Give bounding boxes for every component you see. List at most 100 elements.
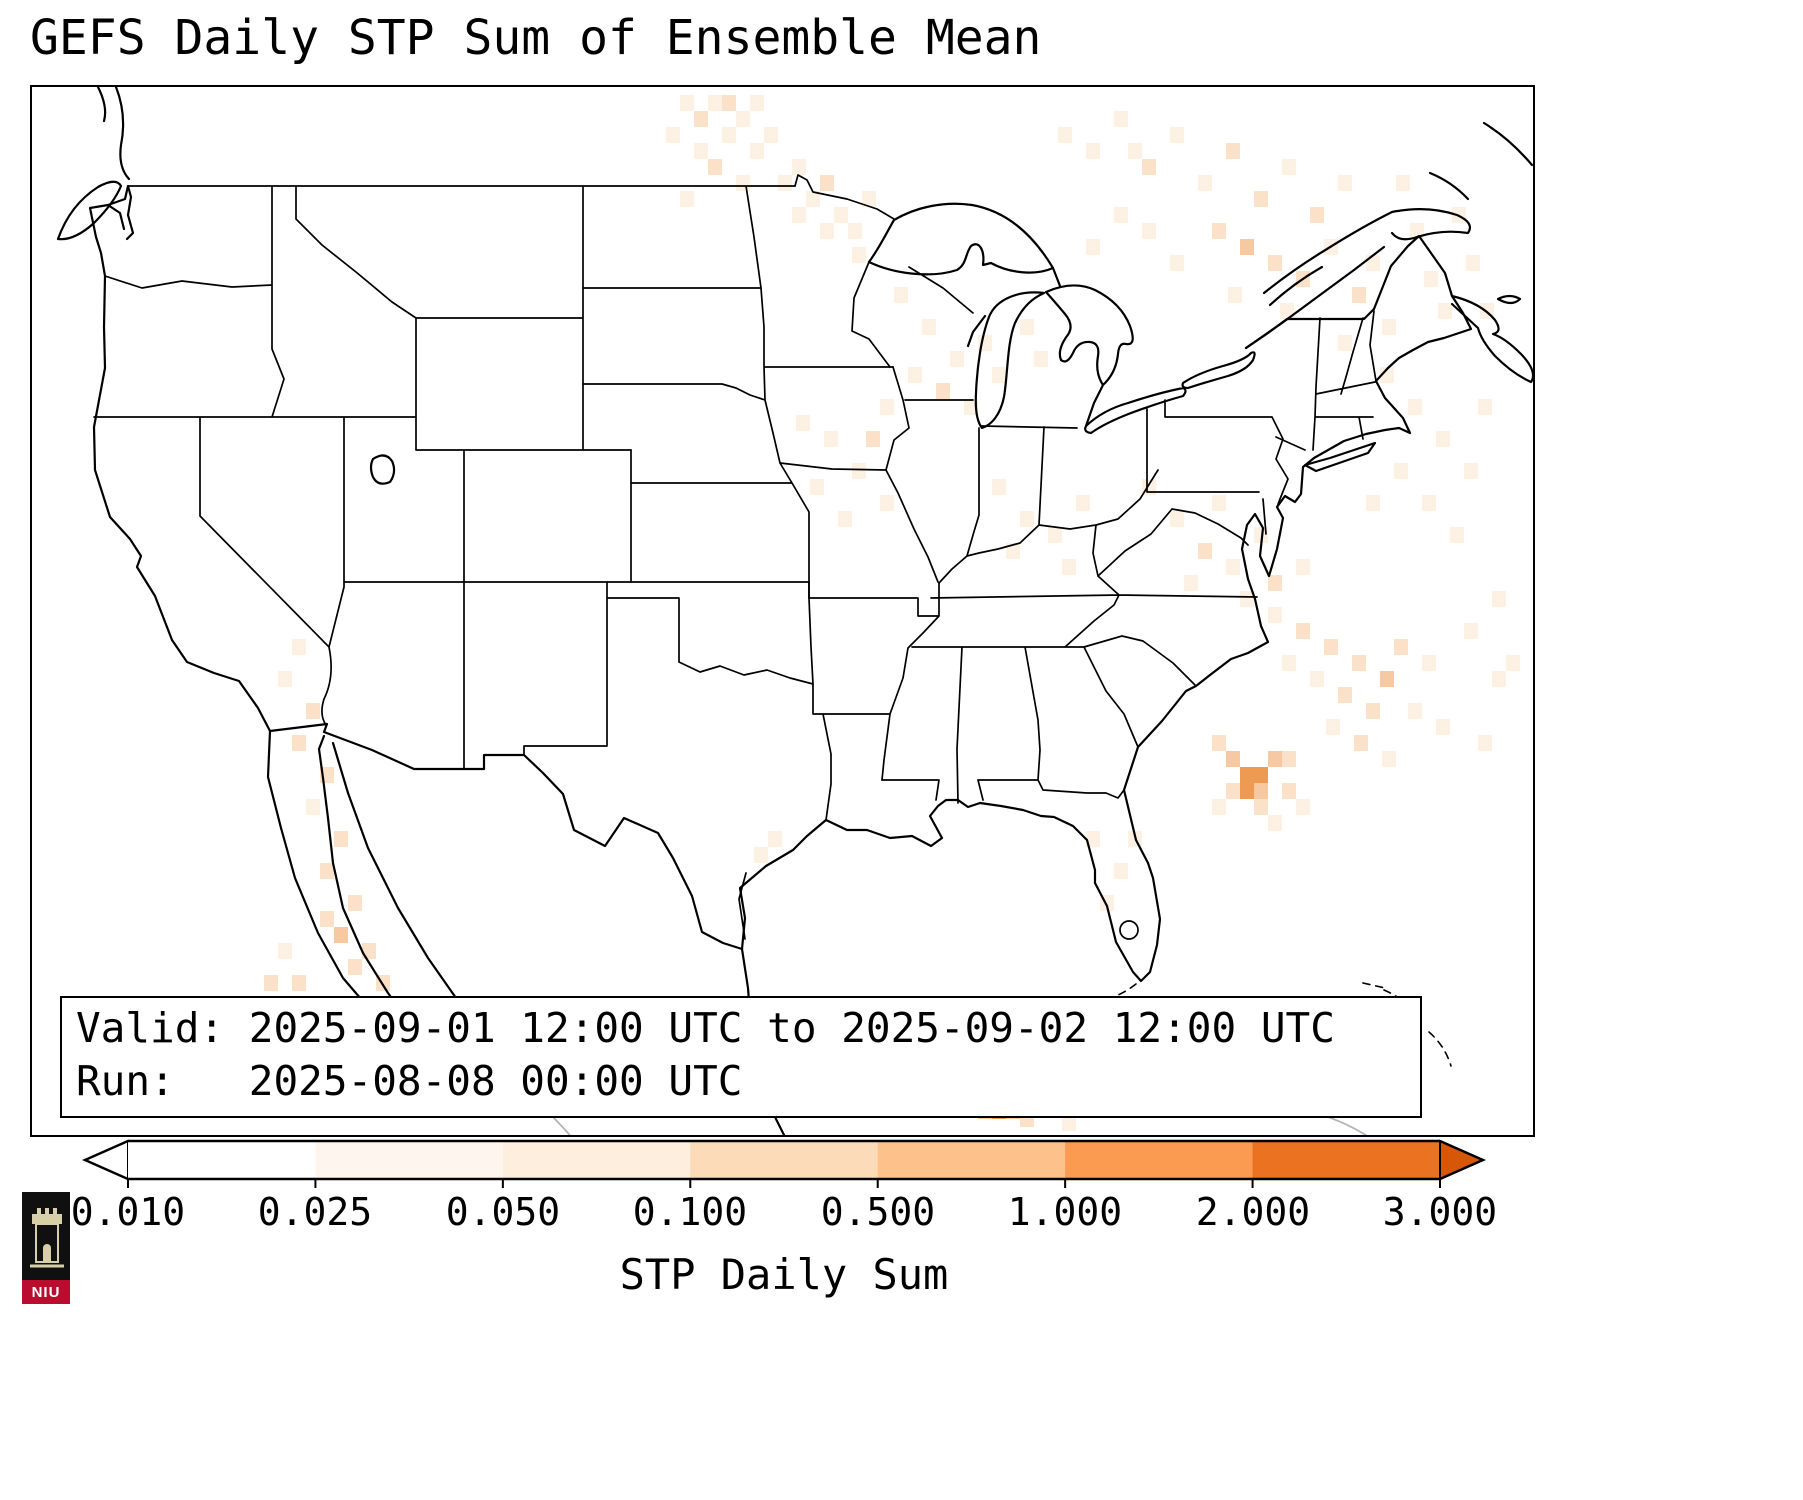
stp-grid-cell xyxy=(320,911,334,927)
stp-grid-cell xyxy=(1354,735,1368,751)
stp-grid-cell xyxy=(778,175,792,191)
stp-grid-cell xyxy=(1310,671,1324,687)
state-borders-southeast xyxy=(911,469,1258,804)
stp-grid-cell xyxy=(1128,143,1142,159)
stp-grid-cell xyxy=(1268,575,1282,591)
stp-grid-cell xyxy=(1408,399,1422,415)
map-panel: Valid: 2025-09-01 12:00 UTC to 2025-09-0… xyxy=(30,85,1535,1137)
stp-grid-cell xyxy=(736,111,750,127)
stp-grid-cell xyxy=(1466,255,1480,271)
stp-grid-cell xyxy=(1240,783,1254,799)
stp-grid-cell xyxy=(1034,351,1048,367)
stp-grid-cell xyxy=(1282,783,1296,799)
colorbar-segments xyxy=(128,1141,1441,1179)
stp-grid-cell xyxy=(1382,319,1396,335)
stp-grid-cell xyxy=(1062,559,1076,575)
stp-grid-cell xyxy=(1212,223,1226,239)
stp-grid-cell xyxy=(306,703,320,719)
stp-grid-cell xyxy=(1282,655,1296,671)
colorbar-tick-label: 1.000 xyxy=(1008,1190,1122,1234)
stp-grid-cell xyxy=(1240,591,1254,607)
colorbar-tick-label: 0.050 xyxy=(446,1190,560,1234)
colorbar-segment xyxy=(315,1141,504,1179)
stp-grid-cell xyxy=(964,399,978,415)
stp-grid-cell xyxy=(1114,207,1128,223)
colorbar-under-arrow xyxy=(82,1139,129,1181)
valid-value: 2025-09-01 12:00 UTC to 2025-09-02 12:00… xyxy=(248,1004,1335,1052)
colorbar: 0.010 0.025 0.050 0.100 0.500 1.000 2.00… xyxy=(71,1139,1497,1299)
stp-grid-cell xyxy=(1478,399,1492,415)
canada-west-coastline xyxy=(56,87,131,241)
stp-grid-cell xyxy=(1226,143,1240,159)
stp-grid-cell xyxy=(1296,559,1310,575)
stp-grid-cell xyxy=(852,247,866,263)
stp-grid-cell xyxy=(894,287,908,303)
colorbar-tick-label: 0.500 xyxy=(821,1190,935,1234)
stp-grid-cell xyxy=(722,95,736,111)
stp-grid-cell xyxy=(1478,735,1492,751)
stp-grid-cell xyxy=(750,143,764,159)
stp-grid-cell xyxy=(1492,671,1506,687)
stp-grid-cell xyxy=(754,847,768,863)
stp-grid-cell xyxy=(992,479,1006,495)
stp-grid-cell xyxy=(1268,751,1282,767)
stp-grid-cell xyxy=(796,415,810,431)
stp-grid-cell xyxy=(292,975,306,991)
colorbar-segment xyxy=(877,1141,1066,1179)
stp-grid-cell xyxy=(1114,863,1128,879)
valid-row: Valid: 2025-09-01 12:00 UTC to 2025-09-0… xyxy=(76,1002,1410,1055)
stp-grid-cell xyxy=(824,431,838,447)
plot-title: GEFS Daily STP Sum of Ensemble Mean xyxy=(30,10,1042,66)
stp-grid-cell xyxy=(950,351,964,367)
lake-okeechobee xyxy=(1119,920,1139,940)
stp-grid-cell xyxy=(334,927,348,943)
stp-grid-cell xyxy=(680,191,694,207)
colorbar-tick-label: 2.000 xyxy=(1196,1190,1310,1234)
colorbar-segment xyxy=(690,1141,879,1179)
stp-grid-cell xyxy=(1352,655,1366,671)
long-island-outline xyxy=(1303,441,1377,473)
stp-grid-cell xyxy=(1296,799,1310,815)
stp-grid-cell xyxy=(866,431,880,447)
pacific-coastline xyxy=(88,184,272,733)
stp-grid-cell xyxy=(1408,703,1422,719)
castle-icon xyxy=(30,1208,64,1268)
state-borders-south-central xyxy=(523,581,940,940)
state-borders-plains xyxy=(582,174,895,599)
stp-grid-cell xyxy=(880,495,894,511)
stp-grid-cell xyxy=(1394,463,1408,479)
stp-grid-cell xyxy=(1366,495,1380,511)
stp-grid-cell xyxy=(1020,319,1034,335)
stp-grid-cell xyxy=(1506,655,1520,671)
stp-grid-cell xyxy=(1198,543,1212,559)
stp-grid-cell xyxy=(862,191,876,207)
colorbar-segment xyxy=(128,1141,316,1179)
stp-grid-cell xyxy=(1254,767,1268,783)
stp-grid-cell xyxy=(1058,127,1072,143)
stp-grid-cell xyxy=(1020,511,1034,527)
stp-grid-cell xyxy=(1326,719,1340,735)
stp-grid-cell xyxy=(1006,543,1020,559)
stp-grid-cell xyxy=(820,175,834,191)
stp-grid-cell xyxy=(1492,591,1506,607)
stp-grid-cell xyxy=(848,223,862,239)
state-borders-midwest xyxy=(808,261,1078,781)
stp-grid-cell xyxy=(834,207,848,223)
stp-grid-cell xyxy=(1352,287,1366,303)
stp-grid-cell xyxy=(694,111,708,127)
stp-grid-cell xyxy=(736,175,750,191)
stp-grid-cell xyxy=(1212,735,1226,751)
stp-grid-cell xyxy=(1338,175,1352,191)
stp-grid-cell xyxy=(1226,559,1240,575)
stp-grid-cell xyxy=(1424,271,1438,287)
stp-grid-cell xyxy=(1142,159,1156,175)
stp-grid-cell xyxy=(1268,607,1282,623)
stp-grid-cell xyxy=(1436,431,1450,447)
stp-grid-cell xyxy=(1226,783,1240,799)
state-borders xyxy=(93,174,1377,940)
canada-east-coastline xyxy=(1244,121,1533,384)
stp-grid-cell xyxy=(1268,255,1282,271)
stp-grid-cell xyxy=(694,143,708,159)
stp-grid-cell xyxy=(1396,175,1410,191)
stp-grid-cell xyxy=(708,95,722,111)
